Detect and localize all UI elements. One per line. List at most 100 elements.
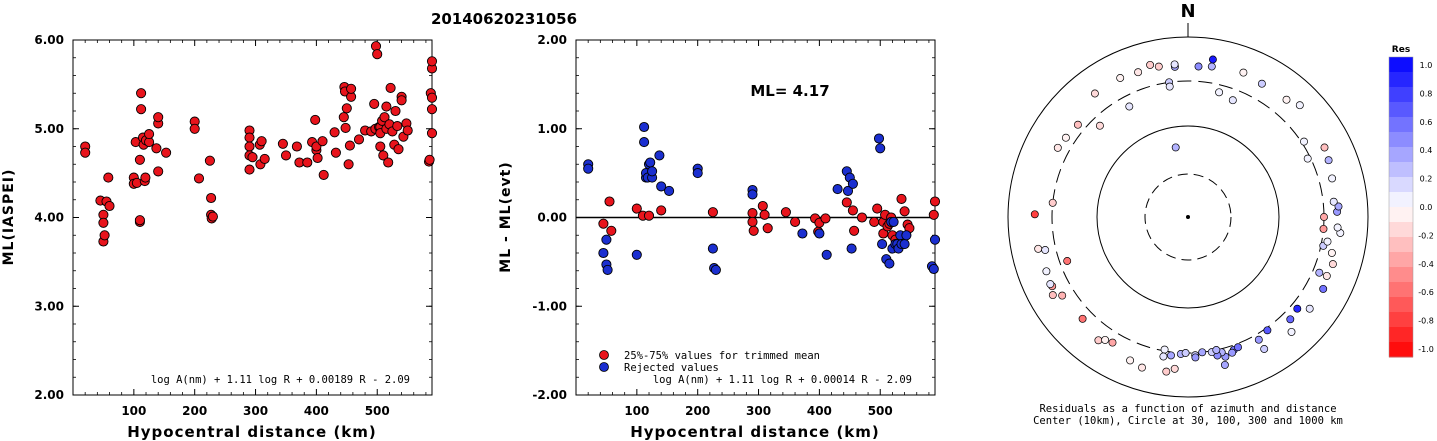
residual-point-series1	[847, 178, 858, 189]
ml-point-series0	[247, 152, 258, 163]
azimuth-point	[1053, 143, 1062, 152]
azimuth-point	[1090, 89, 1099, 98]
colorbar-frame	[1388, 56, 1414, 358]
azimuth-point	[1108, 338, 1117, 347]
residual-point-series1	[929, 234, 941, 245]
ml-point-series0	[381, 101, 392, 112]
ml-point-series0	[140, 172, 151, 183]
colorbar-cell	[1389, 297, 1413, 313]
colorbar-cell	[1389, 252, 1413, 268]
azimuth-point	[1328, 260, 1337, 269]
residual-ytick-label: 2.00	[537, 33, 567, 47]
residual-point-series0	[598, 218, 609, 229]
residual-point-series0	[656, 205, 667, 216]
residual-ytick-label: -1.00	[532, 299, 567, 313]
residual-ytick-label: -2.00	[532, 388, 567, 402]
residual-ytick-label: 1.00	[537, 122, 567, 136]
residual-point-series1	[846, 243, 857, 254]
colorbar-cell	[1389, 177, 1413, 193]
ml-point-series0	[256, 136, 267, 147]
ml-ytick-label: 2.00	[34, 388, 64, 402]
residual-panel-xlabel: Hypocentral distance (km)	[630, 423, 880, 441]
ml-point-series0	[379, 112, 390, 123]
ml-panel-ylabel: ML(IASPEI)	[1, 169, 17, 266]
residual-point-series1	[645, 157, 656, 168]
azimuth-point	[1159, 352, 1168, 361]
ml-point-series0	[244, 132, 255, 143]
residual-point-series1	[928, 263, 939, 275]
residual-point-series1	[602, 264, 613, 275]
ml-point-series0	[426, 128, 438, 139]
residual-point-series1	[873, 133, 885, 144]
residual-point-series0	[604, 196, 615, 207]
ml-point-series0	[330, 147, 341, 158]
colorbar-cells	[1388, 56, 1414, 358]
colorbar-cell	[1389, 147, 1413, 163]
ml-point-series0	[341, 103, 352, 114]
azimuth-point	[1254, 335, 1263, 344]
colorbar-cell	[1389, 207, 1413, 223]
colorbar-tick-label: 1.0	[1420, 61, 1433, 70]
azimuth-point	[1286, 315, 1295, 324]
azimuth-point	[1215, 88, 1224, 97]
ml-point-series0	[426, 104, 438, 115]
residual-point-series1	[639, 137, 650, 148]
residual-point-series0	[780, 207, 791, 218]
residual-point-series1	[583, 163, 594, 174]
azimuth-point	[1063, 257, 1072, 265]
azimuth-point	[1167, 351, 1175, 360]
azimuth-point	[1146, 60, 1155, 69]
ml-xtick-label: 400	[304, 404, 329, 418]
residual-point-series1	[901, 230, 912, 241]
ml-point-series0	[134, 154, 145, 165]
polar-caption-line2: Center (10km), Circle at 30, 100, 300 an…	[1033, 415, 1343, 427]
ml-xtick-label: 100	[121, 404, 146, 418]
residual-point-series0	[643, 210, 655, 221]
colorbar-tick-label: 0.6	[1420, 118, 1433, 127]
residual-point-series1	[639, 121, 650, 133]
colorbar-cell	[1389, 57, 1413, 73]
residual-point-series1	[631, 249, 642, 260]
azimuth-point	[1212, 346, 1221, 354]
residual-point-series1	[654, 150, 665, 161]
residual-point-series1	[707, 243, 718, 254]
ml-point-series0	[99, 230, 110, 241]
azimuth-point	[1323, 237, 1332, 246]
ml-panel-frame	[72, 39, 433, 396]
colorbar-cell	[1389, 117, 1413, 133]
ring-30km	[1144, 173, 1232, 261]
azimuth-point	[1198, 348, 1207, 357]
legend-marker-rejected	[599, 362, 609, 372]
colorbar-tick-label: -0.4	[1418, 260, 1434, 269]
ml-point-series0	[144, 129, 155, 140]
ml-point-series0	[383, 157, 394, 168]
residual-point-series1	[877, 239, 888, 250]
ml-point-series0	[204, 155, 215, 166]
colorbar-cell	[1389, 87, 1413, 103]
azimuth-point	[1048, 198, 1057, 207]
residual-point-series0	[847, 205, 858, 216]
ml-point-series0	[424, 154, 435, 165]
azimuth-point	[1048, 291, 1057, 300]
ml-point-series0	[136, 88, 147, 99]
colorbar-tick-label: 0.4	[1420, 146, 1433, 155]
residual-point-series1	[888, 216, 899, 227]
colorbar-cell	[1389, 342, 1413, 358]
residual-point-series1	[899, 239, 910, 250]
ml-value-label: ML= 4.17	[750, 82, 829, 100]
residual-point-series0	[872, 203, 883, 214]
azimuth-point	[1170, 364, 1179, 373]
azimuth-point	[1327, 248, 1336, 257]
azimuth-point	[1303, 154, 1312, 163]
residual-point-series0	[748, 225, 759, 236]
azimuth-point	[1154, 62, 1163, 71]
ml-point-series0	[103, 172, 114, 183]
azimuth-point	[1194, 62, 1203, 71]
azimuth-point	[1042, 267, 1051, 276]
ml-point-series0	[392, 121, 403, 132]
ml-point-series0	[372, 49, 383, 60]
residual-point-series0	[757, 200, 768, 212]
azimuth-point	[1046, 280, 1055, 289]
azimuth-point	[1228, 348, 1237, 357]
azimuth-point	[1061, 133, 1070, 142]
